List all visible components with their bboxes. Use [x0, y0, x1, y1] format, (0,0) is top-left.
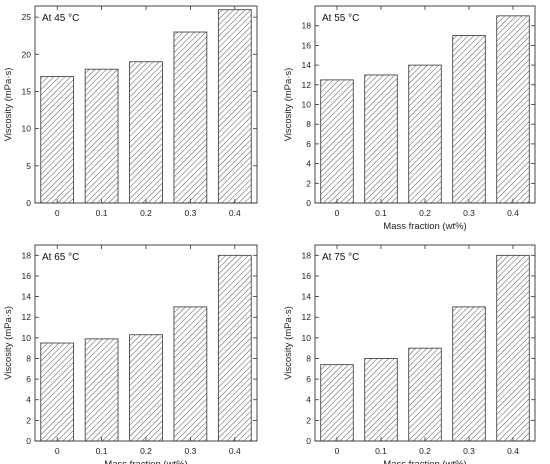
y-tick-label: 18	[22, 250, 32, 260]
y-tick-label: 25	[22, 12, 32, 22]
y-tick-label: 14	[302, 292, 312, 302]
x-tick-label: 0.4	[507, 446, 519, 456]
y-tick-label: 18	[302, 21, 312, 31]
x-tick-label: 0.3	[463, 446, 475, 456]
x-tick-label: 0	[335, 446, 340, 456]
bar-0.3	[173, 306, 208, 442]
x-tick-label: 0.3	[184, 446, 196, 456]
x-tick-label: 0.3	[184, 208, 196, 218]
y-tick-label: 6	[306, 374, 311, 384]
bar-0.2	[408, 64, 442, 204]
y-tick-label: 10	[22, 124, 32, 134]
y-tick-label: 14	[302, 60, 312, 70]
x-tick-label: 0	[55, 446, 60, 456]
y-axis-label: Viscosity (mPa·s)	[283, 68, 294, 142]
x-tick-label: 0	[335, 208, 340, 218]
y-tick-label: 12	[302, 312, 312, 322]
y-tick-label: 14	[22, 292, 32, 302]
x-tick-label: 0.1	[375, 446, 387, 456]
y-tick-label: 2	[306, 415, 311, 425]
chart-panel-2: 0 2 4 6 8 10 12 14 16 18 0 0.1 0.2 0.3 0.4 At 55 °C Visc…	[283, 5, 536, 232]
y-tick-label: 0	[306, 198, 311, 208]
y-tick-label: 16	[302, 40, 312, 50]
bar-0.2	[408, 347, 442, 442]
x-tick-label: 0.1	[96, 208, 108, 218]
bar-0.4	[217, 9, 252, 204]
x-tick-label: 0.4	[229, 446, 241, 456]
y-axis-label: Viscosity (mPa·s)	[283, 306, 294, 380]
y-tick-label: 8	[306, 353, 311, 363]
y-tick-label: 0	[26, 198, 31, 208]
x-tick-label: 0.1	[96, 446, 108, 456]
y-tick-label: 6	[306, 139, 311, 149]
bar-0.1	[364, 74, 398, 204]
y-tick-label: 6	[26, 374, 31, 384]
bar-0.2	[129, 61, 163, 204]
y-tick-label: 2	[26, 415, 31, 425]
x-tick-label: 0.2	[140, 208, 152, 218]
y-tick-label: 4	[306, 395, 311, 405]
y-axis-label: Viscosity (mPa·s)	[3, 68, 14, 142]
y-tick-label: 8	[26, 353, 31, 363]
chart-panel-4: 0 2 4 6 8 10 12 14 16 18 0 0.1 0.2 0.3 0.4 At 75 °C Visc…	[283, 244, 536, 464]
y-tick-label: 18	[302, 250, 312, 260]
bar-0.1	[364, 358, 398, 442]
y-tick-label: 16	[22, 271, 32, 281]
x-tick-label: 0.1	[375, 208, 387, 218]
y-tick-label: 10	[22, 333, 32, 343]
y-tick-label: 20	[22, 49, 32, 59]
bar-0.4	[496, 15, 530, 204]
y-tick-label: 2	[306, 178, 311, 188]
y-tick-label: 10	[302, 100, 312, 110]
y-tick-label: 10	[302, 333, 312, 343]
y-tick-label: 15	[22, 86, 32, 96]
x-tick-label: 0.4	[507, 208, 519, 218]
x-tick-label: 0	[55, 208, 60, 218]
x-axis-label: Mass fraction (wt%)	[383, 221, 466, 232]
bar-0.4	[217, 254, 252, 442]
chart-panel-3: 0 2 4 6 8 10 12 14 16 18 0 0.1 0.2 0.3 0.4 At 65 °C Visc…	[3, 244, 258, 464]
y-tick-label: 0	[26, 436, 31, 446]
y-tick-label: 16	[302, 271, 312, 281]
bar-0.1	[84, 338, 119, 442]
y-tick-label: 4	[26, 395, 31, 405]
x-tick-label: 0.2	[140, 446, 152, 456]
y-tick-label: 5	[26, 161, 31, 171]
x-tick-label: 0.2	[419, 208, 431, 218]
y-tick-label: 0	[306, 436, 311, 446]
bar-0.3	[452, 306, 486, 442]
panel-title: At 75 °C	[322, 252, 359, 263]
x-axis-label: Mass fraction (wt%)	[104, 459, 187, 464]
panel-title: At 45 °C	[42, 13, 79, 24]
bar-0	[40, 342, 75, 442]
y-tick-label: 4	[306, 159, 311, 169]
bar-0	[40, 76, 75, 204]
panel-title: At 55 °C	[322, 13, 359, 24]
panel-title: At 65 °C	[42, 252, 79, 263]
x-tick-label: 0.3	[463, 208, 475, 218]
bar-0.2	[129, 334, 163, 442]
y-axis-label: Viscosity (mPa·s)	[3, 306, 14, 380]
x-axis-label: Mass fraction (wt%)	[383, 459, 466, 464]
bar-0	[320, 79, 354, 204]
x-tick-label: 0.4	[229, 208, 241, 218]
x-tick-label: 0.2	[419, 446, 431, 456]
bar-0.3	[452, 35, 486, 204]
bar-0	[320, 364, 354, 442]
y-tick-label: 12	[302, 80, 312, 90]
bar-0.1	[84, 68, 119, 204]
bar-0.4	[496, 254, 530, 442]
y-tick-label: 12	[22, 312, 32, 322]
y-tick-label: 8	[306, 119, 311, 129]
bar-0.3	[173, 31, 208, 204]
chart-panel-1: 0 5 10 15 20 25 0 0.1 0.2 0.3 0.4 At 45 °C Viscosity…	[3, 5, 258, 218]
